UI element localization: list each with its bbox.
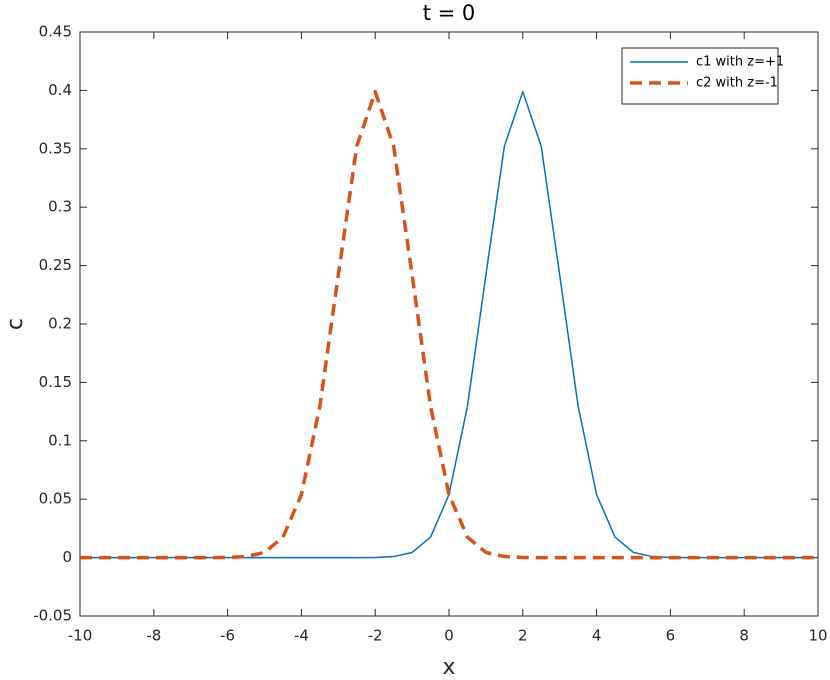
plot-area — [79, 31, 819, 617]
x-tick-label: 2 — [518, 627, 528, 645]
y-tick-label: 0.25 — [39, 256, 72, 274]
x-tick-label: 10 — [808, 627, 827, 645]
legend-box — [621, 47, 779, 105]
x-tick-label: 8 — [739, 627, 749, 645]
x-tick-label: -10 — [68, 627, 93, 645]
x-tick-label: -8 — [146, 627, 161, 645]
x-tick-label: 4 — [592, 627, 602, 645]
y-tick-label: 0.3 — [48, 198, 72, 216]
y-tick-label: -0.05 — [33, 607, 72, 625]
x-tick-label: -6 — [220, 627, 235, 645]
y-tick-label: 0 — [62, 548, 72, 566]
y-tick-label: 0.05 — [39, 490, 72, 508]
legend-label: c2 with z=-1 — [696, 76, 778, 91]
x-tick-label: 6 — [666, 627, 676, 645]
y-tick-label: 0.1 — [48, 431, 72, 449]
legend-label: c1 with z=+1 — [696, 55, 784, 70]
y-tick-label: 0.35 — [39, 139, 72, 157]
x-tick-label: 0 — [444, 627, 454, 645]
y-tick-label: 0.15 — [39, 373, 72, 391]
x-tick-label: -4 — [294, 627, 309, 645]
y-tick-label: 0.45 — [39, 23, 72, 41]
x-axis-label: x — [442, 655, 455, 680]
y-axis-label: c — [3, 318, 28, 330]
y-tick-label: 0.2 — [48, 315, 72, 333]
y-tick-label: 0.4 — [48, 81, 72, 99]
series-line — [80, 89, 818, 560]
x-tick-label: -2 — [368, 627, 383, 645]
chart-title: t = 0 — [423, 1, 476, 25]
